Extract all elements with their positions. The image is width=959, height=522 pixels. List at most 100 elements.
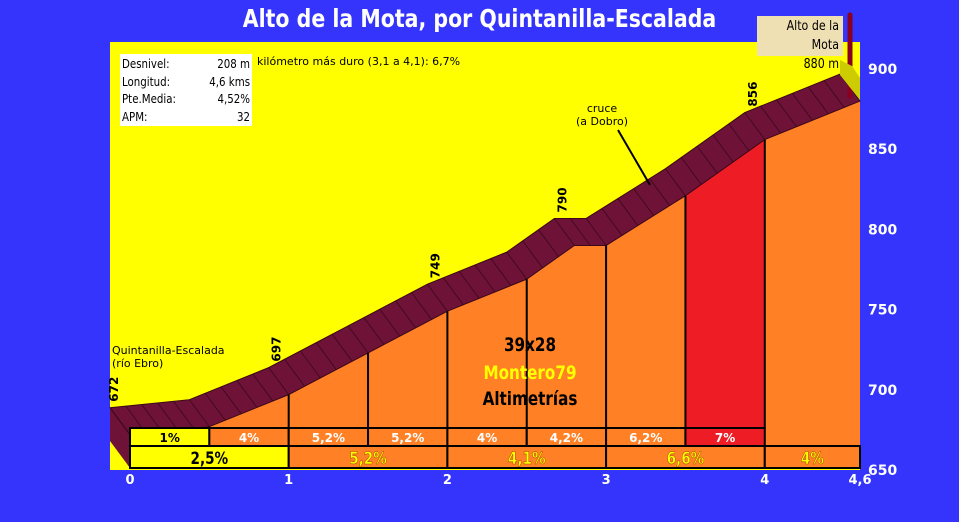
km-grade-label: 4% <box>801 449 824 469</box>
ribbon-hatch <box>744 112 766 140</box>
stat-pendiente: Pte.Media: 4,52% <box>122 90 250 108</box>
x-tick-label: 2 <box>443 473 452 488</box>
summit-altitude: 880 m <box>803 57 839 72</box>
y-tick-label: 700 <box>868 383 897 399</box>
ribbon-hatch <box>633 188 655 216</box>
y-tick-label: 850 <box>868 142 897 158</box>
y-tick-label: 750 <box>868 303 897 319</box>
elevation-point-label: 697 <box>270 337 284 362</box>
ribbon-hatch <box>395 300 416 329</box>
x-tick-label: 4,6 <box>848 473 871 488</box>
x-tick-label: 3 <box>602 473 611 488</box>
ribbon-hatch <box>823 80 845 108</box>
ribbon-hatch <box>680 157 702 185</box>
ribbon-hatch <box>569 218 591 246</box>
cruce-note: (a Dobro) <box>576 115 629 128</box>
stat-label: Pte.Media: <box>122 91 177 106</box>
ribbon-hatch <box>173 401 194 429</box>
ribbon-hatch <box>204 393 226 421</box>
x-tick-label: 4 <box>760 473 769 488</box>
ribbon-hatch <box>411 292 432 320</box>
elevation-point-label: 672 <box>107 377 121 402</box>
stats-box: Desnivel: 208 m Longitud: 4,6 kms Pte.Medi… <box>120 54 252 126</box>
ribbon-hatch <box>315 342 337 370</box>
ribbon-hatch <box>728 123 750 152</box>
ribbon-hatch <box>157 402 178 431</box>
ribbon-hatch <box>300 350 321 379</box>
ribbon-hatch <box>427 283 448 312</box>
stat-label: Longitud: <box>122 73 171 89</box>
hardest-km-note: kilómetro más duro (3,1 a 4,1): 6,7% <box>257 55 461 68</box>
ribbon-hatch <box>284 359 305 387</box>
chart-title: Alto de la Mota, por Quintanilla-Escalad… <box>242 4 717 33</box>
ribbon-hatch <box>379 308 401 337</box>
ribbon-hatch <box>665 168 686 196</box>
watermark-author: Montero79 <box>483 362 577 384</box>
ribbon-hatch <box>458 271 480 299</box>
ribbon-hatch <box>522 240 543 269</box>
ribbon-hatch <box>236 380 258 408</box>
stat-value: 208 m <box>217 56 251 71</box>
y-tick-label: 900 <box>868 62 897 78</box>
stat-longitud: Longitud: 4,6 kms <box>122 73 250 91</box>
cruce-name: cruce <box>586 102 618 115</box>
km-grade-box <box>763 445 861 469</box>
ribbon-hatch <box>585 218 607 246</box>
ribbon-hatch <box>189 399 210 427</box>
half-km-grade-label: 5,2% <box>312 431 345 445</box>
ribbon-hatch <box>807 86 829 115</box>
hard-section-fill <box>685 139 765 429</box>
ribbon-hatch <box>649 178 670 206</box>
ribbon-hatch <box>776 99 797 127</box>
km-grade-label: 2,5% <box>191 449 229 469</box>
stat-label: Desnivel: <box>122 56 170 71</box>
ribbon-hatch <box>617 198 639 226</box>
stat-value: 4,6 kms <box>209 73 251 89</box>
ribbon-hatch <box>109 407 131 435</box>
stat-desnivel: Desnivel: 208 m <box>122 55 250 73</box>
km-grade-label: 6,6% <box>667 449 705 469</box>
half-km-grade-label: 4% <box>477 431 497 445</box>
ribbon-hatch <box>347 325 369 354</box>
stat-label: APM: <box>122 108 148 124</box>
ribbon-hatch <box>538 229 559 257</box>
half-km-grade-label: 4% <box>239 431 259 445</box>
x-tick-label: 0 <box>125 473 134 488</box>
ribbon-side <box>110 407 130 468</box>
half-km-grade-label: 6,2% <box>629 431 662 445</box>
elevation-point-label: 790 <box>555 187 569 212</box>
elevation-point-label: 749 <box>428 253 442 278</box>
x-tick-label: 1 <box>284 473 293 488</box>
summit-label: Alto de la Mota 880 m <box>757 16 843 72</box>
ribbon-hatch <box>490 258 512 286</box>
profile-fill <box>130 101 860 468</box>
start-label: Quintanilla-Escalada (río Ebro) <box>112 344 225 370</box>
ribbon-hatch <box>601 208 623 236</box>
stat-apm: APM: 32 <box>122 108 250 126</box>
ribbon-hatch <box>442 277 464 306</box>
watermark-brand: Altimetrías <box>482 388 578 410</box>
ribbon-hatch <box>506 251 528 280</box>
summit-side <box>840 60 860 100</box>
elevation-point-label: 856 <box>746 82 760 107</box>
ribbon-hatch <box>220 386 242 415</box>
ribbon-hatch <box>760 105 781 134</box>
ribbon-hatch <box>268 367 290 395</box>
ribbon-hatch <box>554 218 575 246</box>
start-name: Quintanilla-Escalada <box>112 344 225 357</box>
ribbon-hatch <box>712 134 734 163</box>
ribbon-hatch <box>363 317 385 345</box>
start-note: (río Ebro) <box>112 357 164 370</box>
half-km-grade-label: 7% <box>715 431 735 445</box>
cruce-pointer <box>617 129 651 186</box>
stat-value: 32 <box>237 108 251 124</box>
watermark-code: 39x28 <box>503 334 557 356</box>
km-grade-label: 4,1% <box>508 449 546 469</box>
ribbon-hatch <box>252 373 274 402</box>
half-km-grade-label: 1% <box>159 431 179 445</box>
half-km-grade-label: 5,2% <box>391 431 424 445</box>
stat-value: 4,52% <box>217 91 251 106</box>
y-tick-label: 650 <box>868 463 897 479</box>
ribbon-hatch <box>474 264 496 293</box>
